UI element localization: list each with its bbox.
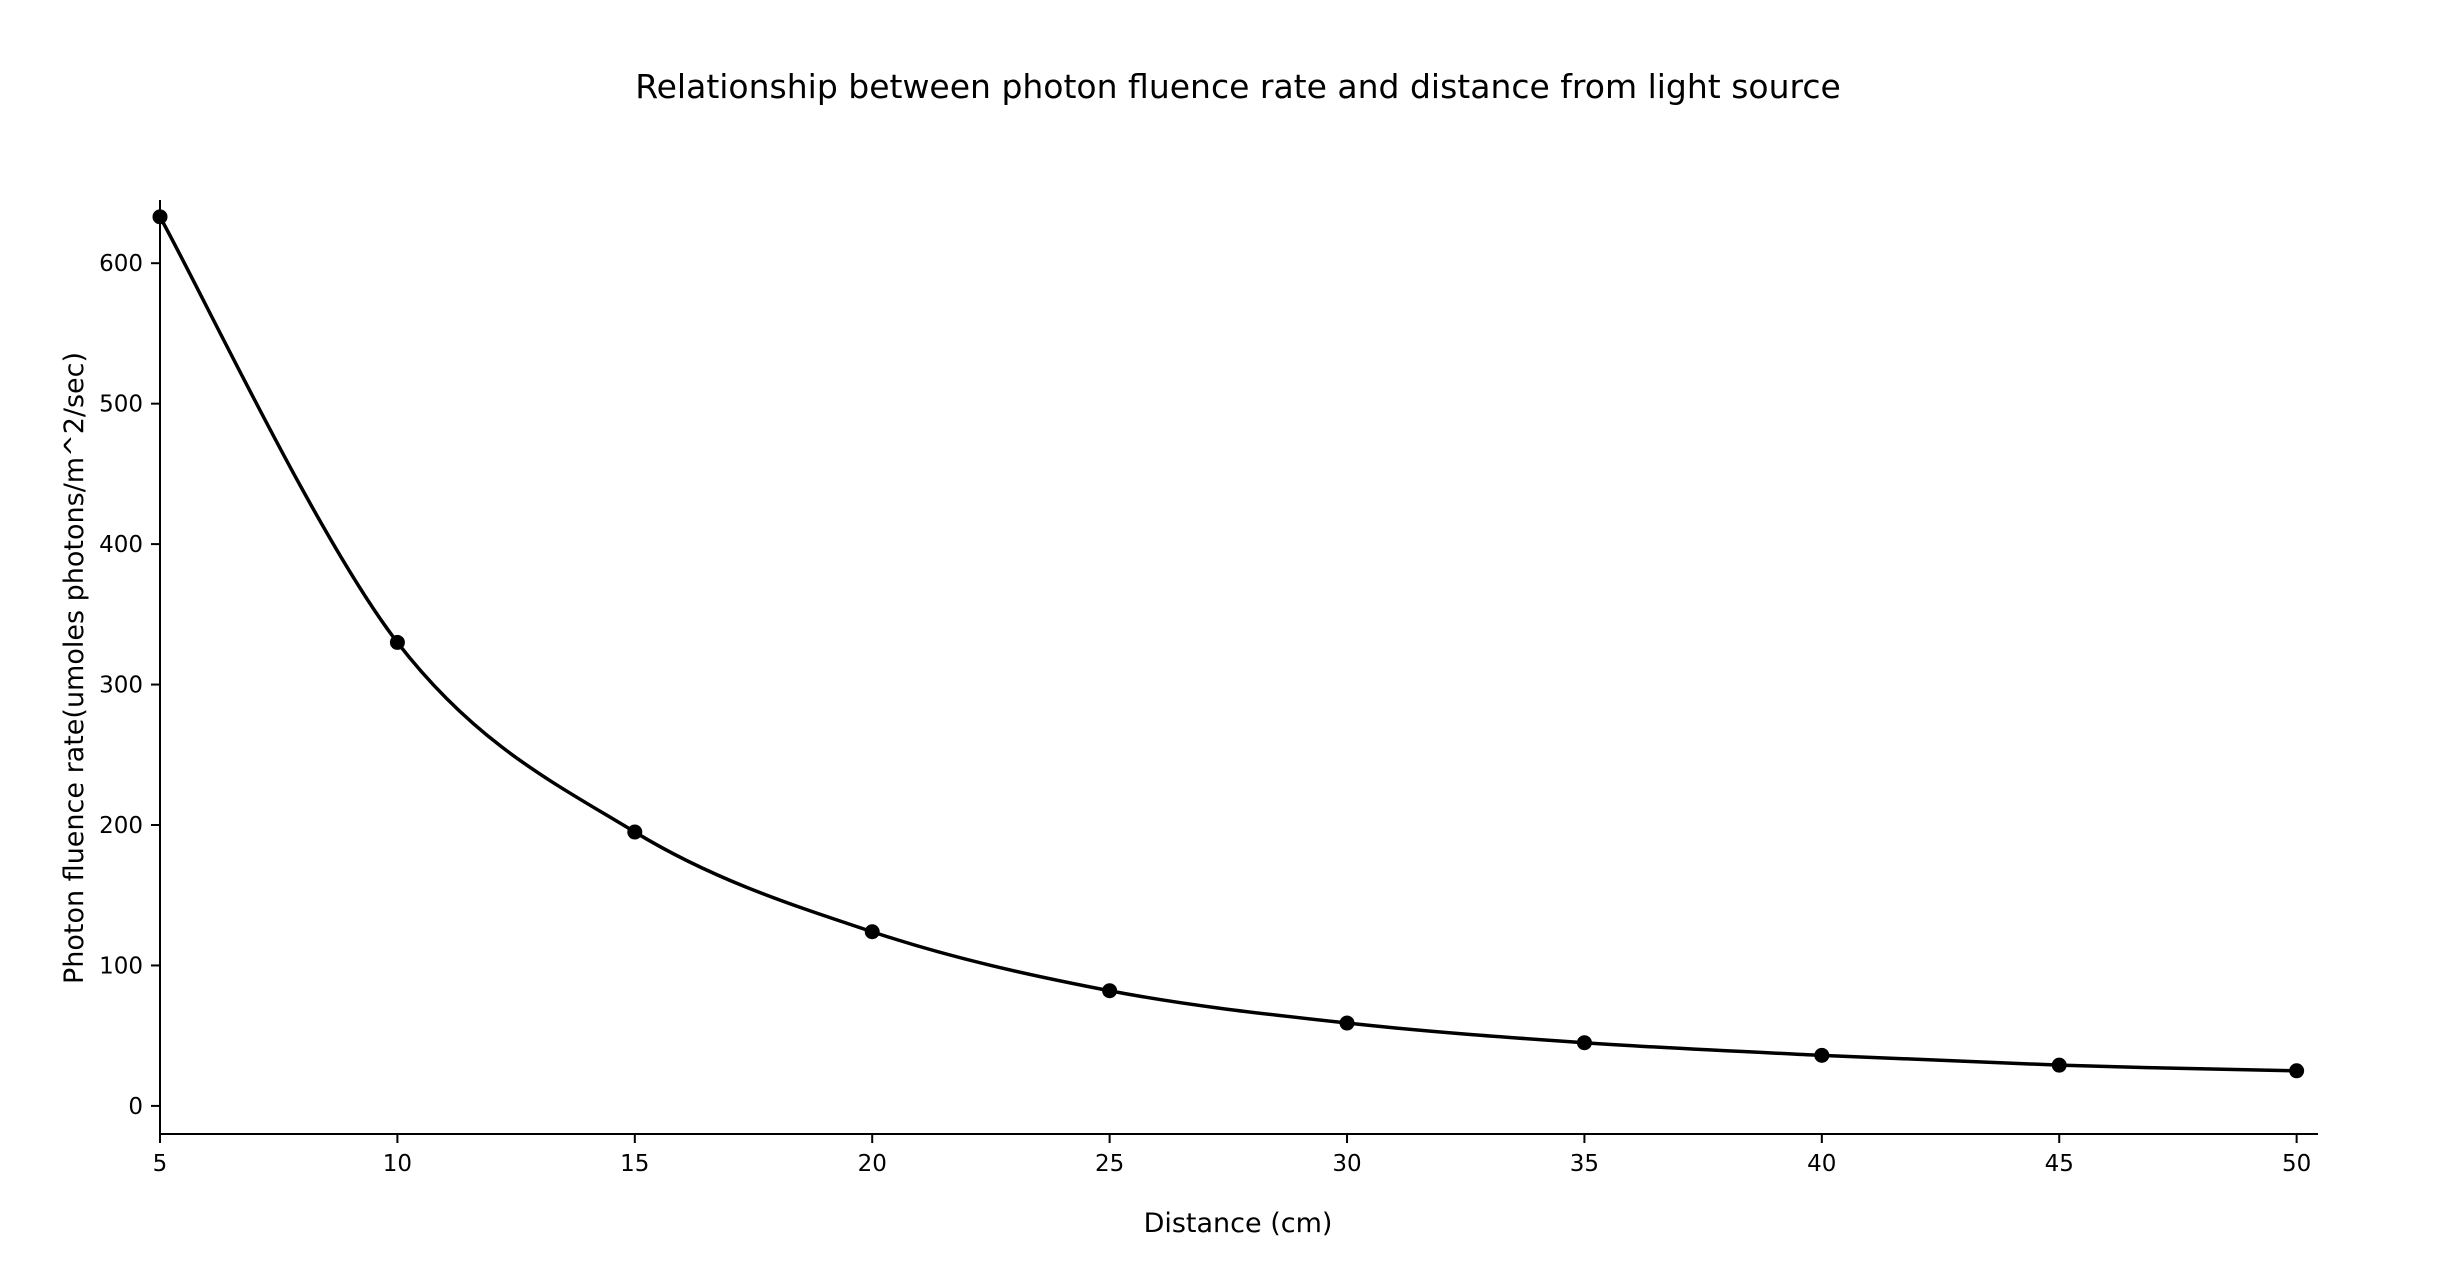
x-tick-label: 30 (1332, 1151, 1361, 1177)
series-line (158, 215, 2297, 1073)
y-tick-label: 100 (99, 953, 143, 979)
data-point (1576, 1035, 1592, 1051)
x-tick-label: 20 (858, 1151, 887, 1177)
data-point (1102, 983, 1118, 999)
data-point (1814, 1047, 1830, 1063)
y-tick-label: 500 (99, 392, 143, 418)
y-axis-label: Photon fluence rate(umoles photons/m^2/s… (59, 352, 90, 984)
x-tick-label: 45 (2045, 1151, 2074, 1177)
y-tick-label: 200 (99, 813, 143, 839)
axes: 0 100 200 300 400 500 600 5 10 15 20 25 30 35 40 45 50 (99, 200, 2318, 1177)
x-tick-label: 40 (1807, 1151, 1836, 1177)
x-tick-label: 10 (383, 1151, 412, 1177)
series-layer (152, 209, 2305, 1079)
data-point (2051, 1057, 2067, 1073)
chart-title: Relationship between photon fluence rate… (635, 67, 1841, 106)
y-tick-label: 300 (99, 673, 143, 699)
y-tick-label: 400 (99, 532, 143, 558)
x-axis-label: Distance (cm) (1144, 1208, 1333, 1239)
data-point (627, 824, 643, 840)
data-point (389, 634, 405, 650)
x-tick-label: 25 (1095, 1151, 1124, 1177)
data-point (2289, 1063, 2305, 1079)
x-tick-label: 5 (153, 1151, 168, 1177)
data-point (1339, 1015, 1355, 1031)
y-tick-label: 0 (128, 1094, 143, 1120)
data-point (152, 209, 168, 225)
y-tick-label: 600 (99, 251, 143, 277)
x-tick-label: 15 (620, 1151, 649, 1177)
x-tick-label: 35 (1570, 1151, 1599, 1177)
x-tick-label: 50 (2282, 1151, 2311, 1177)
data-point (864, 924, 880, 940)
